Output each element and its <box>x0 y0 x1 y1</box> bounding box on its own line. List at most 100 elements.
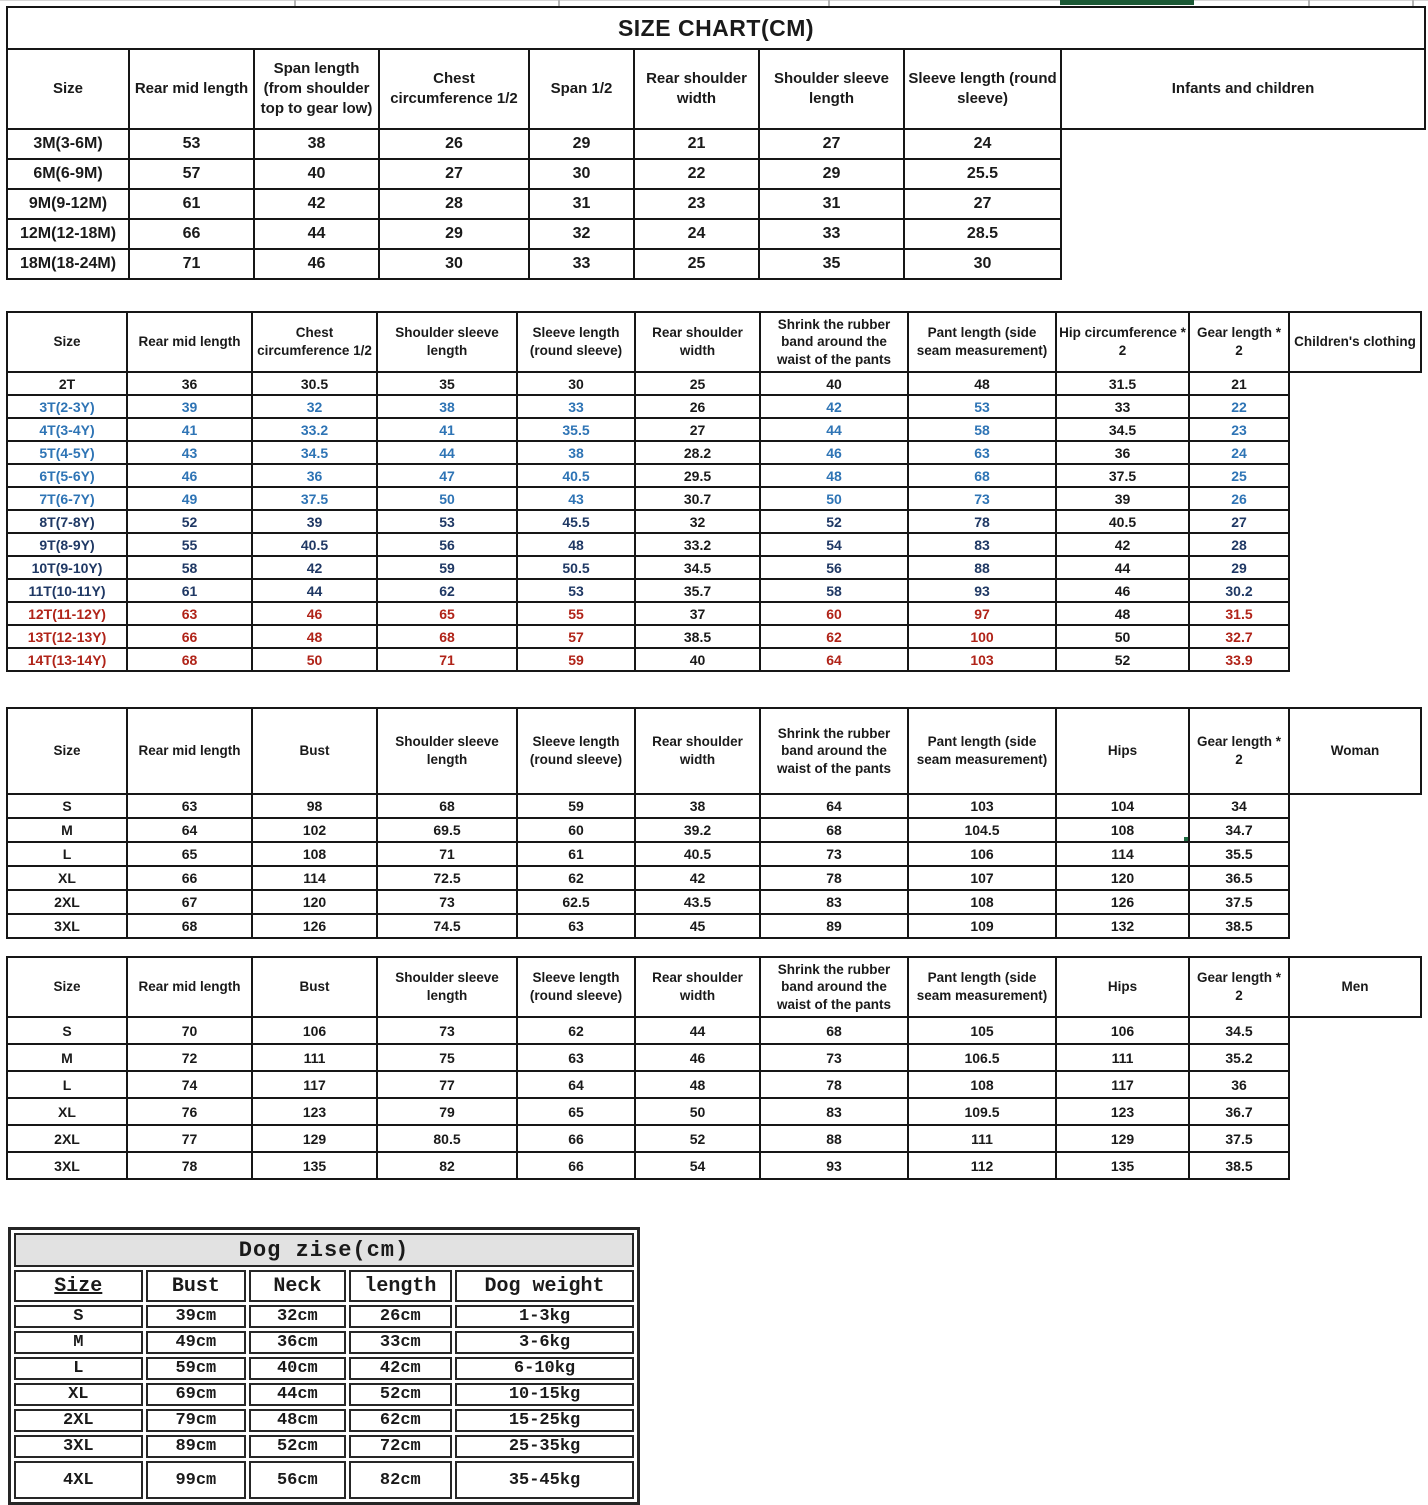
column-header: Pant length (side seam measurement) <box>907 707 1057 795</box>
cell: 10T(9-10Y) <box>6 555 128 580</box>
column-header: Rear shoulder width <box>634 956 761 1018</box>
table-row: 3M(3-6M) 53 38 26 29 21 27 24 <box>6 128 1425 160</box>
column-header: Bust <box>251 956 378 1018</box>
cell: 37 <box>634 601 761 626</box>
table-row: 12M(12-18M) 66 44 29 32 24 33 28.5 <box>6 218 1425 250</box>
cell: L <box>14 1357 143 1380</box>
cell: 48 <box>516 532 636 557</box>
cell: 58 <box>907 417 1057 442</box>
cell: 71 <box>376 841 518 867</box>
cell: 23 <box>633 188 760 220</box>
cell: 3XL <box>6 913 128 939</box>
cell: 111 <box>1055 1043 1190 1072</box>
cell: 3T(2-3Y) <box>6 394 128 419</box>
cell: 30 <box>528 158 635 190</box>
cell: 61 <box>128 188 255 220</box>
size-chart-title: SIZE CHART(CM) <box>5 6 1427 50</box>
cell: 108 <box>907 889 1057 915</box>
cell: 48 <box>1055 601 1190 626</box>
cell: 2T <box>6 371 128 396</box>
cell: 39.2 <box>634 817 761 843</box>
cell: 89cm <box>145 1435 247 1458</box>
cell: 78 <box>907 509 1057 534</box>
cell: 7T(6-7Y) <box>6 486 128 511</box>
cell: 38 <box>634 793 761 819</box>
cell: 6-10kg <box>455 1357 634 1380</box>
table-row: 3T(2-3Y) 39 32 38 33 26 42 53 33 22 <box>6 394 1421 419</box>
cell: 88 <box>759 1124 909 1153</box>
table-row: 2T 36 30.5 35 30 25 40 48 31.5 21 <box>6 371 1421 396</box>
cell: 18M(18-24M) <box>6 248 130 280</box>
table-row: 4T(3-4Y) 41 33.2 41 35.5 27 44 58 34.5 23 <box>6 417 1421 442</box>
cell: 32.7 <box>1188 624 1290 649</box>
cell: 3-6kg <box>455 1331 634 1354</box>
cell: 3XL <box>14 1435 143 1458</box>
cell: 31.5 <box>1188 601 1290 626</box>
cell: 66 <box>126 865 253 891</box>
cell: 12T(11-12Y) <box>6 601 128 626</box>
cell: 112 <box>907 1151 1057 1180</box>
cell: 27 <box>378 158 530 190</box>
cell: 78 <box>759 865 909 891</box>
cell: 42 <box>253 188 380 220</box>
cell: 48 <box>759 463 909 488</box>
cell: 49cm <box>145 1331 247 1354</box>
cell: 72cm <box>348 1435 453 1458</box>
cell: 80.5 <box>376 1124 518 1153</box>
cell: 30.5 <box>251 371 378 396</box>
cell: 103 <box>907 647 1057 672</box>
column-header: Span 1/2 <box>528 48 635 130</box>
table-row: S 39cm 32cm 26cm 1-3kg <box>14 1305 634 1328</box>
cell: 31 <box>528 188 635 220</box>
cell: 29 <box>1188 555 1290 580</box>
dog-table-title: Dog zise(cm) <box>14 1233 634 1267</box>
cell: 83 <box>759 1097 909 1126</box>
section-label: Children's clothing <box>1288 311 1422 373</box>
cell: 36.7 <box>1188 1097 1290 1126</box>
cell: 53 <box>128 128 255 160</box>
section-label: Infants and children <box>1059 48 1427 130</box>
cell: 38 <box>516 440 636 465</box>
cell: 44 <box>1055 555 1190 580</box>
table-row: L 74 117 77 64 48 78 108 117 36 <box>6 1070 1421 1099</box>
cell: 62 <box>516 865 636 891</box>
cell: 44 <box>251 578 378 603</box>
cell: 28 <box>1188 532 1290 557</box>
cell: 21 <box>633 128 760 160</box>
cell: 37.5 <box>1055 463 1190 488</box>
header-row: Size Rear mid length Bust Shoulder sleeve l… <box>6 956 1422 1018</box>
cell: 68 <box>759 817 909 843</box>
cell: 33 <box>516 394 636 419</box>
dog-title-row: Dog zise(cm) <box>14 1233 634 1267</box>
cell: 22 <box>1188 394 1290 419</box>
cell: 50 <box>759 486 909 511</box>
cell: 4T(3-4Y) <box>6 417 128 442</box>
cell: 62 <box>759 624 909 649</box>
cell: 36 <box>126 371 253 396</box>
cell: XL <box>6 1097 128 1126</box>
cell: 61 <box>126 578 253 603</box>
cell: 26 <box>634 394 761 419</box>
cell: 52 <box>634 1124 761 1153</box>
table-row: 18M(18-24M) 71 46 30 33 25 35 30 <box>6 248 1425 280</box>
cell: 38 <box>376 394 518 419</box>
column-header: Neck <box>249 1270 346 1302</box>
cell: 34.5 <box>251 440 378 465</box>
cell: 72.5 <box>376 865 518 891</box>
cell: 93 <box>759 1151 909 1180</box>
cell: 126 <box>251 913 378 939</box>
cell: 29 <box>378 218 530 250</box>
cell: 67 <box>126 889 253 915</box>
column-header: Shrink the rubber band around the waist … <box>759 707 909 795</box>
cell: 5T(4-5Y) <box>6 440 128 465</box>
cell: 46 <box>251 601 378 626</box>
header-row: Size Rear mid length Span length (from sho… <box>6 48 1427 130</box>
cell: 15-25kg <box>455 1409 634 1432</box>
cell: 33 <box>528 248 635 280</box>
table-row: XL 76 123 79 65 50 83 109.5 123 36.7 <box>6 1097 1421 1126</box>
cell: 25 <box>634 371 761 396</box>
cell: 28.2 <box>634 440 761 465</box>
cell: 42 <box>759 394 909 419</box>
cell: 89 <box>759 913 909 939</box>
column-header: Hip circumference * 2 <box>1055 311 1190 373</box>
